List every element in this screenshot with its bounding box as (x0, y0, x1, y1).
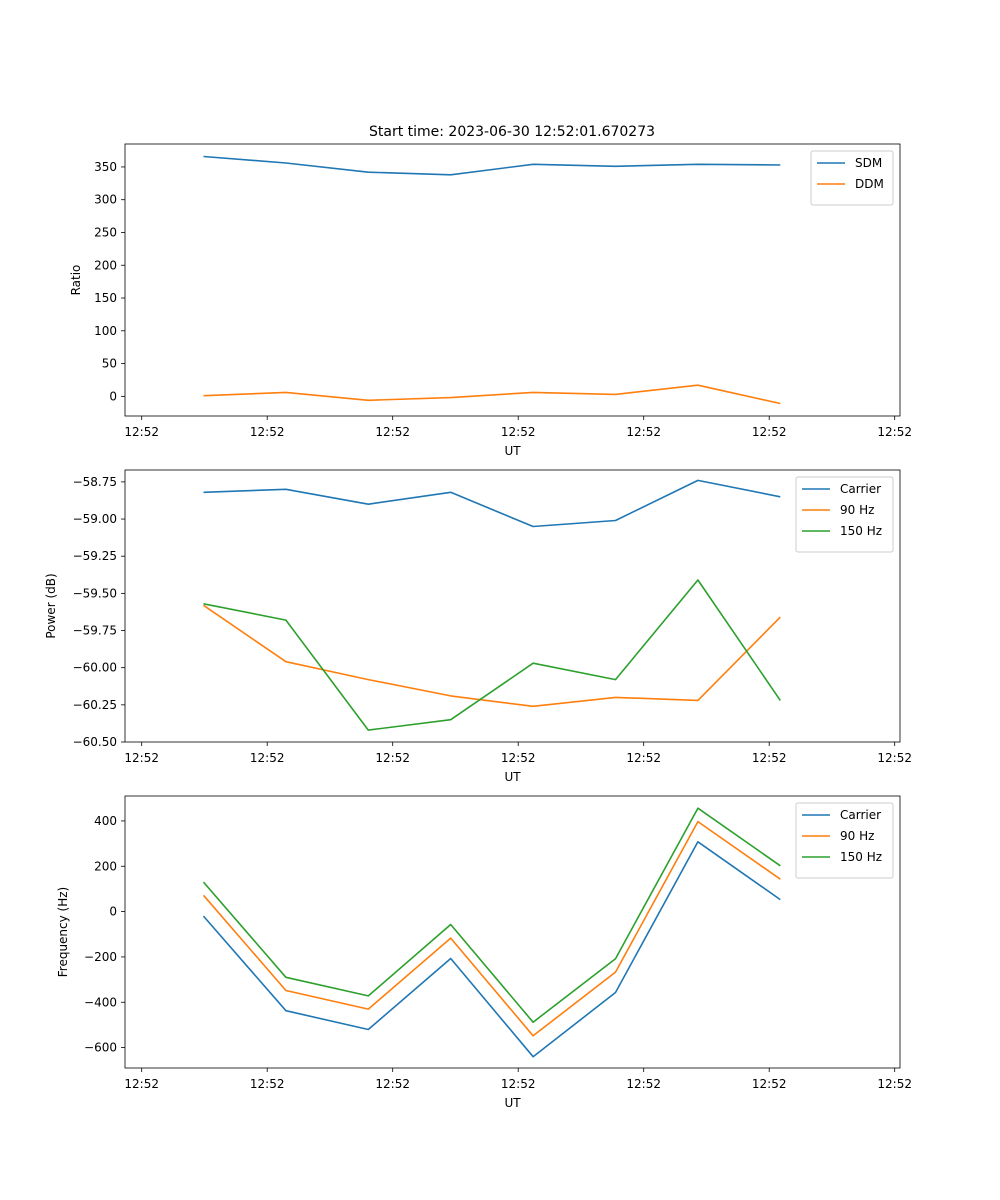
x-axis-label: UT (504, 770, 521, 784)
legend-label: Carrier (840, 482, 881, 496)
x-tick-label: 12:52 (626, 751, 661, 765)
y-axis-label: Ratio (69, 265, 83, 296)
x-tick-label: 12:52 (250, 751, 285, 765)
x-tick-label: 12:52 (375, 425, 410, 439)
subplot-3: −600 −400 −200 0 200 400 12:52 12:52 12:52 12:52 1… (56, 795, 912, 1110)
y-tick-label: 250 (94, 225, 117, 239)
y-tick-label: −60.50 (73, 735, 117, 749)
legend-label: 150 Hz (840, 850, 882, 864)
y-tick-label: −59.75 (73, 624, 117, 638)
x-tick-label: 12:52 (375, 751, 410, 765)
y-tick-label: 0 (109, 389, 117, 403)
series-line-ddm (203, 384, 781, 405)
series-line-90-hz (203, 604, 781, 708)
axes-frame (124, 795, 901, 1069)
legend-box (810, 150, 894, 206)
x-tick-label: 12:52 (877, 425, 912, 439)
legend-label: SDM (855, 156, 882, 170)
plots: 0 50 100 150 200 250 300 350 12:52 12:52 12:52 12:5… (44, 143, 912, 1110)
x-tick-label: 12:52 (124, 1077, 159, 1091)
y-tick-label: 300 (94, 193, 117, 207)
y-tick-label: 400 (94, 814, 117, 828)
legend-label: 150 Hz (840, 524, 882, 538)
axes-frame (124, 469, 901, 743)
y-tick-label: −59.50 (73, 586, 117, 600)
y-tick-label: −59.25 (73, 549, 117, 563)
x-tick-label: 12:52 (501, 425, 536, 439)
x-tick-label: 12:52 (752, 1077, 787, 1091)
legend-box (795, 802, 894, 879)
series-line-150-hz (202, 807, 781, 1024)
x-tick-label: 12:52 (877, 1077, 912, 1091)
y-tick-label: 100 (94, 324, 117, 338)
y-tick-label: −60.25 (73, 698, 117, 712)
legend-label: Carrier (840, 808, 881, 822)
series-line-carrier (202, 840, 781, 1058)
x-tick-label: 12:52 (752, 751, 787, 765)
y-axis-label: Power (dB) (44, 573, 58, 638)
y-tick-label: 350 (94, 160, 117, 174)
subplot-1: 0 50 100 150 200 250 300 350 12:52 12:52 12:52 12:5… (69, 143, 912, 458)
x-tick-label: 12:52 (124, 425, 159, 439)
x-axis-label: UT (504, 444, 521, 458)
x-tick-label: 12:52 (250, 1077, 285, 1091)
y-axis-label: Frequency (Hz) (56, 887, 70, 978)
y-tick-label: 150 (94, 291, 117, 305)
y-tick-label: 50 (102, 357, 117, 371)
legend-label: 90 Hz (840, 503, 874, 517)
y-tick-label: −58.75 (73, 475, 117, 489)
x-tick-label: 12:52 (501, 751, 536, 765)
y-tick-label: −400 (84, 995, 117, 1009)
legend: Carrier 90 Hz 150 Hz (795, 802, 894, 879)
legend: Carrier 90 Hz 150 Hz (795, 476, 894, 553)
subplot-2: −60.50 −60.25 −60.00 −59.75 −59.50 −59.25 −59.… (44, 469, 912, 784)
x-tick-label: 12:52 (752, 425, 787, 439)
x-tick-label: 12:52 (626, 425, 661, 439)
y-tick-label: 0 (109, 905, 117, 919)
legend-box (795, 476, 894, 553)
x-tick-label: 12:52 (375, 1077, 410, 1091)
y-tick-label: −200 (84, 950, 117, 964)
y-tick-label: −600 (84, 1041, 117, 1055)
axes-frame (124, 143, 901, 417)
chart-title: Start time: 2023-06-30 12:52:01.670273 (369, 124, 655, 140)
x-tick-label: 12:52 (501, 1077, 536, 1091)
legend-label: 90 Hz (840, 829, 874, 843)
legend-label: DDM (855, 177, 884, 191)
y-tick-label: −60.00 (73, 661, 117, 675)
y-tick-label: −59.00 (73, 512, 117, 526)
x-tick-label: 12:52 (250, 425, 285, 439)
series-line-carrier (203, 479, 781, 528)
x-tick-label: 12:52 (877, 751, 912, 765)
series-line-90-hz (202, 820, 781, 1037)
series-line-sdm (203, 155, 781, 176)
x-tick-label: 12:52 (124, 751, 159, 765)
y-tick-label: 200 (94, 258, 117, 272)
legend: SDM DDM (810, 150, 894, 206)
y-tick-label: 200 (94, 859, 117, 873)
x-axis-label: UT (504, 1096, 521, 1110)
series-line-150-hz (203, 579, 781, 731)
x-tick-label: 12:52 (626, 1077, 661, 1091)
